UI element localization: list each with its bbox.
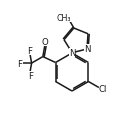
Text: N: N: [84, 44, 90, 53]
Text: F: F: [27, 47, 33, 56]
Text: O: O: [41, 38, 48, 47]
Text: F: F: [17, 59, 22, 68]
Text: F: F: [29, 71, 34, 80]
Text: N: N: [69, 49, 75, 58]
Text: CH₃: CH₃: [56, 14, 71, 23]
Text: Cl: Cl: [99, 84, 107, 93]
